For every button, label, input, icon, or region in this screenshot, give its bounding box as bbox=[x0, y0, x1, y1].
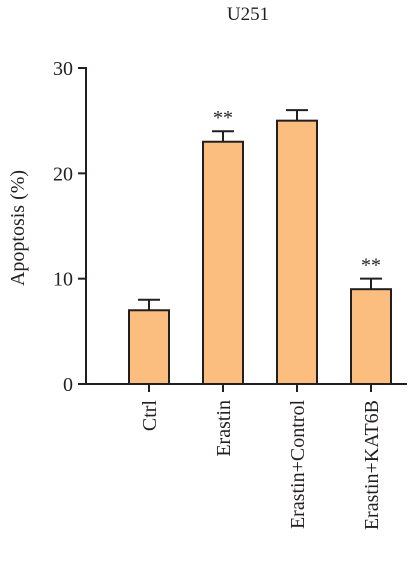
x-tick-label: Erastin bbox=[213, 400, 235, 457]
bar-erastin-control bbox=[276, 119, 318, 386]
bar-ctrl bbox=[128, 309, 170, 385]
bar-erastin bbox=[202, 140, 244, 385]
y-tick-label: 0 bbox=[63, 374, 73, 396]
y-tick-label: 20 bbox=[53, 163, 73, 185]
x-tick-label: Erastin+KAT6B bbox=[361, 400, 383, 530]
axes-layer: Ctrl Erastin Erastin+Control Erastin+KAT6B 0… bbox=[53, 58, 407, 530]
y-tick-label: 30 bbox=[53, 58, 73, 80]
significance-label: ** bbox=[361, 255, 381, 277]
y-tick-label: 10 bbox=[53, 269, 73, 291]
x-tick-label: Erastin+Control bbox=[287, 400, 309, 529]
x-tick-label: Ctrl bbox=[139, 400, 161, 432]
significance-label: ** bbox=[213, 107, 233, 129]
bars-layer: ** ** bbox=[128, 107, 392, 386]
y-axis-label: Apoptosis (%) bbox=[7, 170, 29, 286]
chart-title: U251 bbox=[227, 4, 269, 25]
bar-erastin-kat6b bbox=[350, 288, 392, 386]
